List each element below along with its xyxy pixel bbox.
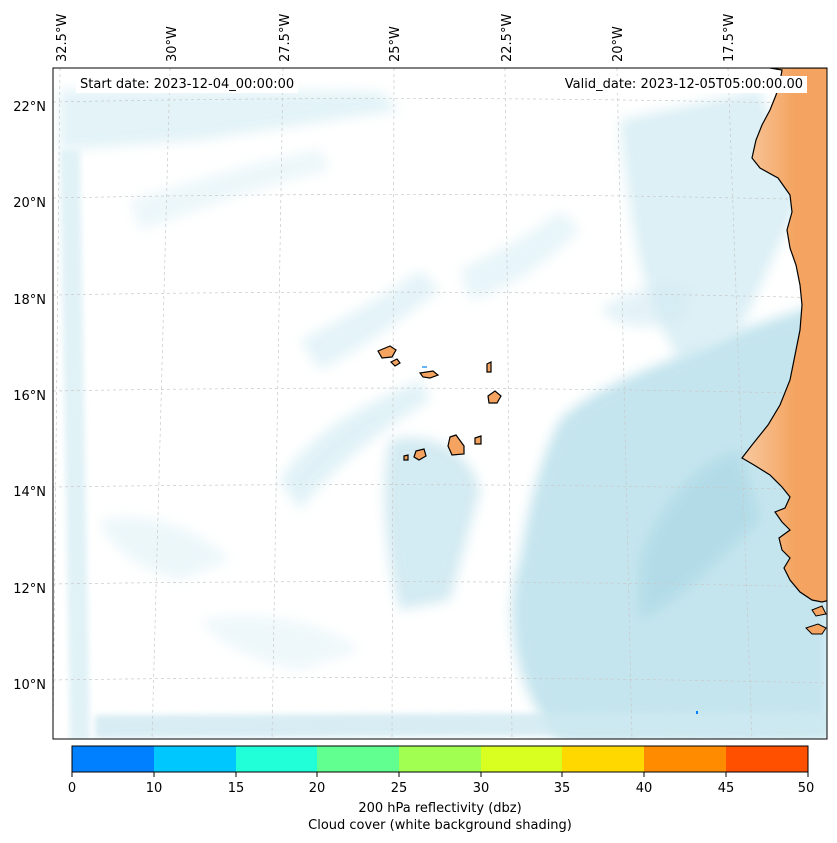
colorbar-tick-label: 45 [717,781,735,796]
lat-label: 14°N [13,485,46,500]
colorbar-tick-label: 40 [635,781,653,796]
colorbar-segment [72,746,154,772]
lon-label: 27.5°W [278,14,293,62]
lat-label: 16°N [13,389,46,404]
lat-labels: 22°N 20°N 18°N 16°N 14°N 12°N 10°N [13,100,46,693]
colorbar-segment [154,746,236,772]
island-maio [474,435,482,445]
island-santiago [447,434,465,456]
colorbar-tick-label: 15 [227,781,245,796]
colorbar-sublabel: Cloud cover (white background shading) [308,818,572,833]
colorbar-tick-label: 10 [145,781,163,796]
lon-label: 20°W [611,26,626,62]
colorbar-tick-label: 50 [797,781,815,796]
valid-date-label: Valid_date: 2023-12-05T05:00:00.00 [560,76,807,93]
lon-label: 17.5°W [722,14,737,62]
colorbar [71,745,809,777]
colorbar-segment [481,746,562,772]
lat-label: 12°N [13,582,46,597]
lon-label: 30°W [165,26,180,62]
colorbar-frame [71,745,809,773]
island-santo-antao [377,345,397,359]
cape-verde-islands [377,345,502,461]
lat-label: 22°N [13,100,46,115]
colorbar-label: 200 hPa reflectivity (dbz) [358,801,522,816]
lon-labels: 32.5°W 30°W 27.5°W 25°W 22.5°W 20°W 17.5… [55,14,737,62]
colorbar-segment [317,746,399,772]
colorbar-tick-label: 25 [390,781,408,796]
lat-label: 18°N [13,293,46,308]
africa-south-islands [805,605,827,635]
island-sal [486,361,492,373]
colorbar-segment [644,746,726,772]
colorbar-segment [236,746,317,772]
africa-landmass [741,68,827,603]
start-date-label: Start date: 2023-12-04_00:00:00 [76,76,299,93]
lat-label: 20°N [13,196,46,211]
island-sao-nicolau [418,370,440,379]
colorbar-segment [726,746,808,772]
colorbar-segment [562,746,644,772]
colorbar-segment [399,746,481,772]
colorbar-tick-label: 35 [553,781,571,796]
lon-label: 25°W [388,26,403,62]
lon-label: 22.5°W [500,14,515,62]
island-brava [403,454,409,461]
lon-label: 32.5°W [55,14,70,62]
graticule [53,68,827,739]
colorbar-tick-label: 30 [472,781,490,796]
colorbar-tick-label: 20 [308,781,326,796]
map-frame [52,67,828,740]
island-boa-vista [487,390,502,404]
island-sao-vicente [389,358,401,367]
colorbar-tick-label: 0 [67,781,77,796]
island-fogo [413,448,427,461]
lat-label: 10°N [13,678,46,693]
